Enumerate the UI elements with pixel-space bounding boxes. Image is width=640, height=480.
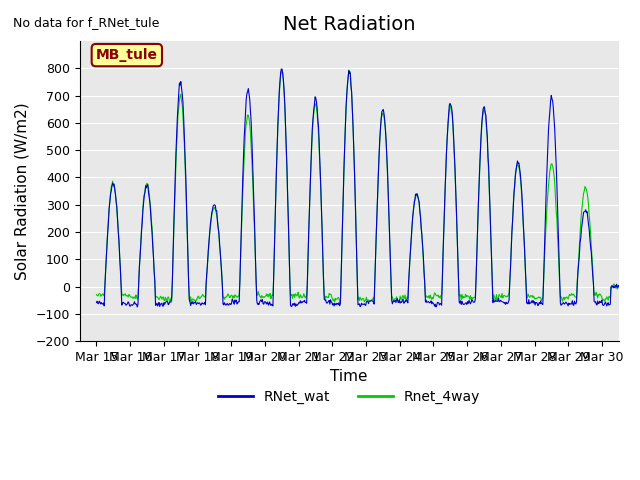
Rnet_4way	[256, 293, 264, 299]
Rnet_4way	[303, 293, 310, 299]
Y-axis label: Solar Radiation (W/m2): Solar Radiation (W/m2)	[15, 102, 30, 280]
Rnet_4way	[632, 297, 639, 303]
Rnet_4way	[188, 300, 195, 305]
Text: No data for f_RNet_tule: No data for f_RNet_tule	[13, 16, 159, 29]
RNet_wat	[303, 278, 311, 284]
RNet_wat	[283, 165, 291, 171]
RNet_wat	[423, 300, 431, 305]
RNet_wat	[256, 300, 264, 305]
RNet_wat	[453, 228, 461, 234]
X-axis label: Time: Time	[330, 370, 368, 384]
Rnet_4way	[282, 147, 290, 153]
RNet_wat	[157, 301, 164, 307]
Rnet_4way	[345, 67, 353, 73]
Rnet_4way	[156, 295, 164, 301]
Rnet_4way	[93, 292, 100, 298]
RNet_wat	[632, 300, 639, 305]
Rnet_4way	[453, 231, 461, 237]
Line: Rnet_4way: Rnet_4way	[97, 70, 636, 302]
Text: MB_tule: MB_tule	[96, 48, 158, 62]
RNet_wat	[133, 304, 141, 310]
Title: Net Radiation: Net Radiation	[283, 15, 415, 34]
RNet_wat	[278, 66, 285, 72]
Rnet_4way	[423, 294, 431, 300]
RNet_wat	[93, 300, 100, 305]
Line: RNet_wat: RNet_wat	[97, 69, 636, 307]
Legend: RNet_wat, Rnet_4way: RNet_wat, Rnet_4way	[212, 384, 486, 409]
